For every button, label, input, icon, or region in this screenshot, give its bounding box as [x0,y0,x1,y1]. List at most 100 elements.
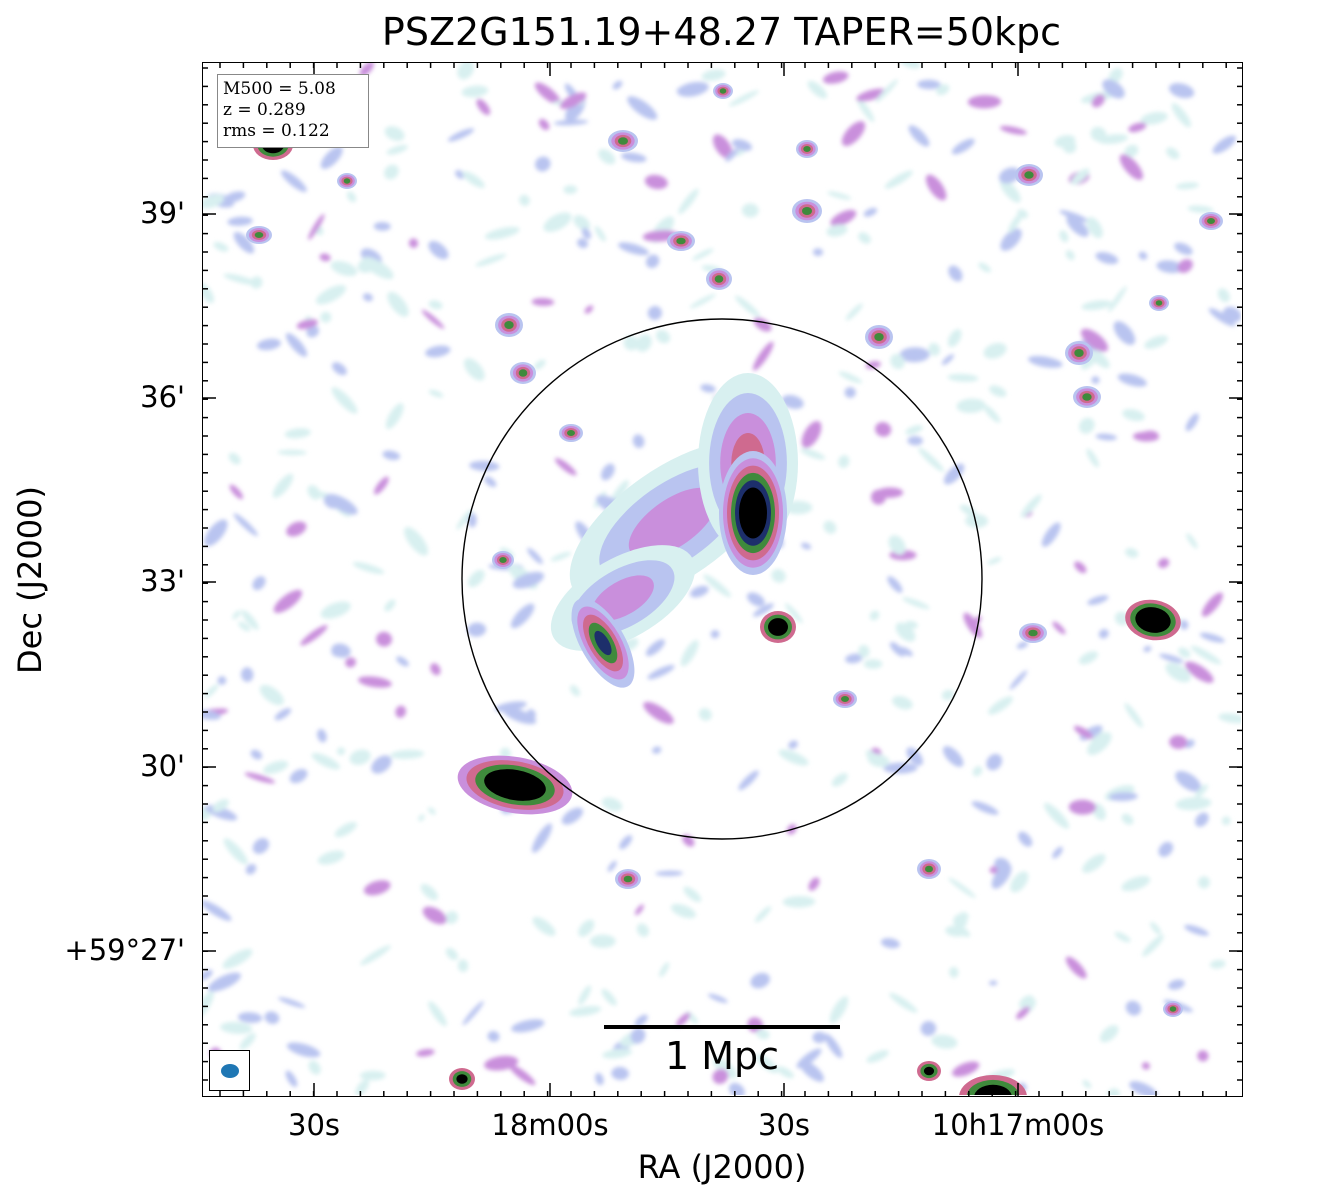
noise-patch [645,254,660,269]
noise-patch [602,1048,633,1059]
noise-patch [1095,252,1119,265]
noise-patch [732,139,752,151]
noise-patch [1221,816,1231,826]
noise-patch [203,283,214,304]
noise-patch [796,1048,822,1069]
noise-patch [222,948,253,969]
noise-patch [838,371,863,384]
radio-sources [246,83,1223,1095]
noise-patch [655,329,671,344]
noise-patch [386,144,408,155]
noise-patch [738,770,759,791]
noise-patch [965,513,989,528]
noise-patch [823,520,837,534]
noise-patch [621,152,647,163]
noise-patch [955,925,971,938]
noise-patch [527,709,536,719]
noise-patch [830,209,857,227]
noise-patch [462,171,485,188]
noise-patch [421,309,445,329]
noise-patch [892,695,913,710]
noise-patch [777,1066,794,1079]
noise-patch [1052,846,1063,859]
noise-patch [532,916,556,936]
noise-patch [841,121,866,147]
noise-patch [1143,645,1152,653]
noise-patch [578,919,595,937]
noise-patch [822,71,849,84]
noise-patch [1078,651,1099,665]
noise-patch [752,341,774,371]
noise-patch [1102,79,1125,99]
noise-patch [494,701,527,712]
rms-label: rms = 0.122 [223,121,330,141]
noise-patch [425,345,451,358]
noise-patch [1119,154,1144,180]
noise-patch [428,1001,447,1027]
noise-patch [1082,853,1106,873]
noise-patch [947,329,962,348]
noise-patch [229,484,244,500]
noise-patch [308,1060,321,1075]
x-tick-label: 10h17m00s [931,1108,1105,1142]
noise-patch [384,126,405,141]
noise-patch [418,814,425,822]
noise-patch [788,740,798,749]
y-tick-label: 39' [140,196,185,230]
noise-patch [920,1021,937,1036]
noise-patch [1144,335,1169,349]
bright-double-source-contour [501,778,529,792]
noise-patch [1142,934,1164,957]
noise-patch [308,213,325,240]
noise-patch [960,911,969,919]
noise-patch [908,125,930,147]
noise-patch [890,353,905,370]
noise-patch [334,822,357,838]
noise-patch [363,880,391,896]
noise-patch [1140,111,1168,125]
noise-patch [519,194,530,206]
noise-patch [1087,732,1112,756]
noise-patch [601,797,623,812]
noise-patch [1166,147,1180,160]
redshift-label: z = 0.289 [223,100,306,120]
noise-patch [991,863,1012,889]
noise-patch [330,260,358,277]
noise-patch [1099,1025,1119,1043]
noise-patch [264,1011,280,1024]
noise-patch [311,753,340,770]
noise-patch [1080,328,1109,352]
noise-patch [928,342,941,356]
noise-patch [578,985,592,1005]
noise-patch [698,708,712,721]
bright-source-bottom-contour [982,1089,1004,1095]
y-tick-label: 36' [140,380,185,414]
noise-patch [1000,228,1022,251]
noise-patch [274,708,292,721]
noise-patch [948,265,963,282]
noise-patch [1174,242,1193,256]
noise-patch [750,972,770,989]
noise-patch [887,576,903,593]
noise-patch [683,886,702,903]
noise-patch [948,877,976,899]
compact-source-contour [802,207,812,215]
noise-patch [285,333,308,357]
noise-patch [584,305,594,314]
noise-patch [570,684,580,697]
noise-patch [1199,632,1225,643]
noise-patch [1150,921,1162,935]
noise-patch [1121,876,1151,892]
mass-label: M500 = 5.08 [223,79,336,99]
noise-patch [1091,94,1105,108]
noise-patch [1129,1081,1158,1095]
noise-patch [404,527,429,556]
noise-patch [875,79,899,103]
noise-patch [598,149,616,165]
compact-source [917,1061,941,1081]
noise-patch [284,428,311,439]
noise-patch [712,1057,737,1079]
noise-patch [863,207,878,217]
noise-patch [905,425,923,435]
